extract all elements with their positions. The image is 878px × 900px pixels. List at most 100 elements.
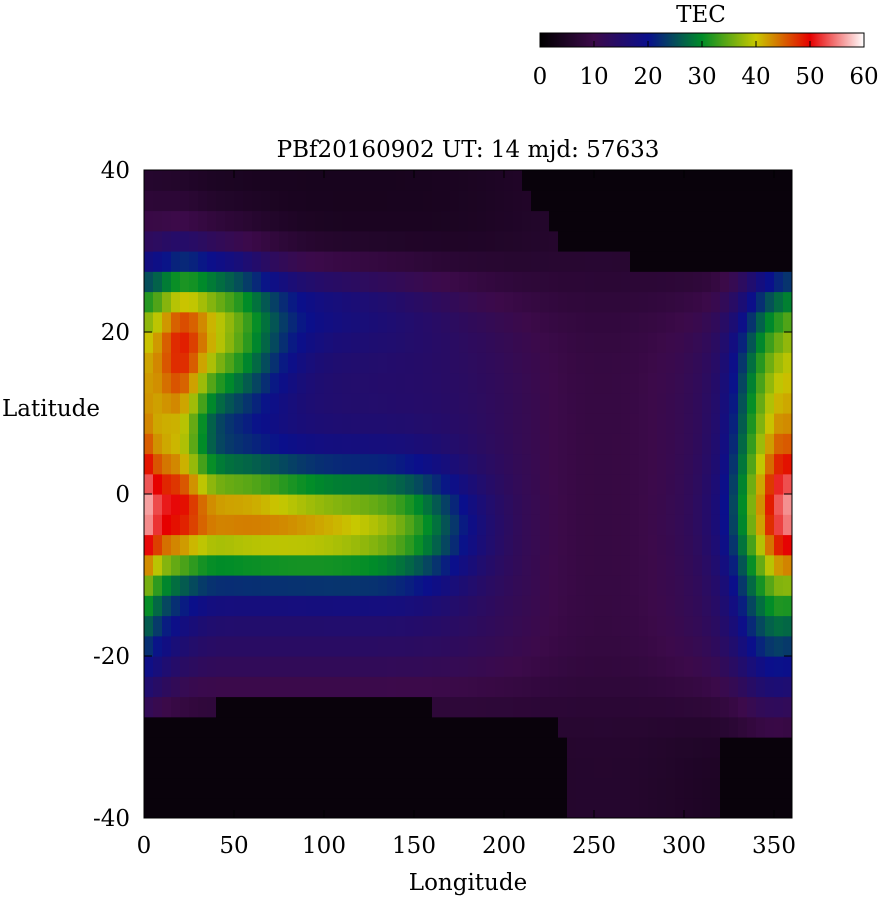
heatmap-cell xyxy=(288,170,298,191)
heatmap-cell xyxy=(756,656,766,677)
heatmap-cell xyxy=(225,251,235,272)
heatmap-cell xyxy=(225,757,235,779)
heatmap-cell xyxy=(477,797,487,818)
heatmap-cell xyxy=(342,595,352,617)
heatmap-cell xyxy=(738,453,748,475)
heatmap-cell xyxy=(657,595,667,617)
heatmap-cell xyxy=(513,230,523,252)
heatmap-cell xyxy=(270,737,280,758)
heatmap-cell xyxy=(549,352,559,374)
heatmap-cell xyxy=(153,413,163,434)
heatmap-cell xyxy=(153,170,163,191)
heatmap-cell xyxy=(153,210,163,232)
heatmap-cell xyxy=(378,635,388,657)
heatmap-cell xyxy=(432,615,442,637)
heatmap-cell xyxy=(540,352,550,374)
heatmap-cell xyxy=(639,392,649,414)
heatmap-cell xyxy=(729,554,739,576)
heatmap-cell xyxy=(756,737,766,758)
heatmap-cell xyxy=(531,757,541,779)
heatmap-cell xyxy=(441,170,451,191)
heatmap-cell xyxy=(387,453,397,475)
heatmap-cell xyxy=(216,595,226,617)
heatmap-cell xyxy=(342,170,352,191)
heatmap-cell xyxy=(243,392,253,414)
heatmap-cell xyxy=(747,372,757,394)
heatmap-cell xyxy=(414,575,424,596)
heatmap-cell xyxy=(414,170,424,191)
heatmap-cell xyxy=(216,696,226,718)
heatmap-cell xyxy=(504,494,514,515)
heatmap-cell xyxy=(738,190,748,212)
heatmap-cell xyxy=(729,494,739,515)
heatmap-cell xyxy=(774,210,784,232)
heatmap-cell xyxy=(243,433,253,455)
heatmap-cell xyxy=(549,777,559,799)
heatmap-cell xyxy=(486,797,496,818)
heatmap-cell xyxy=(225,190,235,212)
heatmap-cell xyxy=(558,514,568,536)
heatmap-cell xyxy=(234,615,244,637)
heatmap-cell xyxy=(666,554,676,576)
heatmap-cell xyxy=(189,170,199,191)
heatmap-cell xyxy=(261,392,271,414)
heatmap-cell xyxy=(306,716,316,738)
heatmap-cell xyxy=(666,352,676,374)
heatmap-cell xyxy=(504,575,514,596)
heatmap-cell xyxy=(477,534,487,556)
heatmap-cell xyxy=(441,494,451,515)
heatmap-cell xyxy=(243,230,253,252)
heatmap-cell xyxy=(765,433,775,455)
heatmap-cell xyxy=(774,716,784,738)
heatmap-cell xyxy=(315,473,325,495)
heatmap-cell xyxy=(738,615,748,637)
heatmap-cell xyxy=(144,696,154,718)
heatmap-cell xyxy=(369,716,379,738)
heatmap-cell xyxy=(675,696,685,718)
heatmap-cell xyxy=(774,595,784,617)
heatmap-cell xyxy=(567,271,577,293)
heatmap-cell xyxy=(486,230,496,252)
heatmap-cell xyxy=(180,777,190,799)
heatmap-cell xyxy=(414,656,424,677)
heatmap-cell xyxy=(333,595,343,617)
heatmap-cell xyxy=(495,473,505,495)
heatmap-cell xyxy=(198,696,208,718)
x-tick-label: 200 xyxy=(482,833,526,859)
heatmap-cell xyxy=(342,656,352,677)
heatmap-cell xyxy=(774,777,784,799)
heatmap-cell xyxy=(702,534,712,556)
heatmap-cell xyxy=(648,494,658,515)
heatmap-cell xyxy=(540,635,550,657)
heatmap-cell xyxy=(261,696,271,718)
heatmap-cell xyxy=(162,210,172,232)
heatmap-cell xyxy=(648,433,658,455)
heatmap-cell xyxy=(369,433,379,455)
heatmap-cell xyxy=(477,575,487,596)
heatmap-cell xyxy=(234,230,244,252)
heatmap-cell xyxy=(378,190,388,212)
heatmap-cell xyxy=(234,696,244,718)
heatmap-cell xyxy=(639,554,649,576)
heatmap-cell xyxy=(207,656,217,677)
heatmap-cell xyxy=(711,777,721,799)
heatmap-cell xyxy=(576,230,586,252)
heatmap-cell xyxy=(711,656,721,677)
heatmap-cell xyxy=(531,615,541,637)
heatmap-cell xyxy=(540,453,550,475)
heatmap-cell xyxy=(720,352,730,374)
heatmap-cell xyxy=(162,453,172,475)
heatmap-cell xyxy=(603,635,613,657)
heatmap-cell xyxy=(576,676,586,698)
heatmap-cell xyxy=(441,656,451,677)
heatmap-cell xyxy=(612,494,622,515)
heatmap-cell xyxy=(621,797,631,818)
heatmap-cell xyxy=(342,352,352,374)
heatmap-cell xyxy=(738,696,748,718)
heatmap-cell xyxy=(468,716,478,738)
heatmap-cell xyxy=(369,392,379,414)
heatmap-cell xyxy=(162,372,172,394)
heatmap-cell xyxy=(144,190,154,212)
heatmap-cell xyxy=(594,656,604,677)
heatmap-cell xyxy=(612,757,622,779)
